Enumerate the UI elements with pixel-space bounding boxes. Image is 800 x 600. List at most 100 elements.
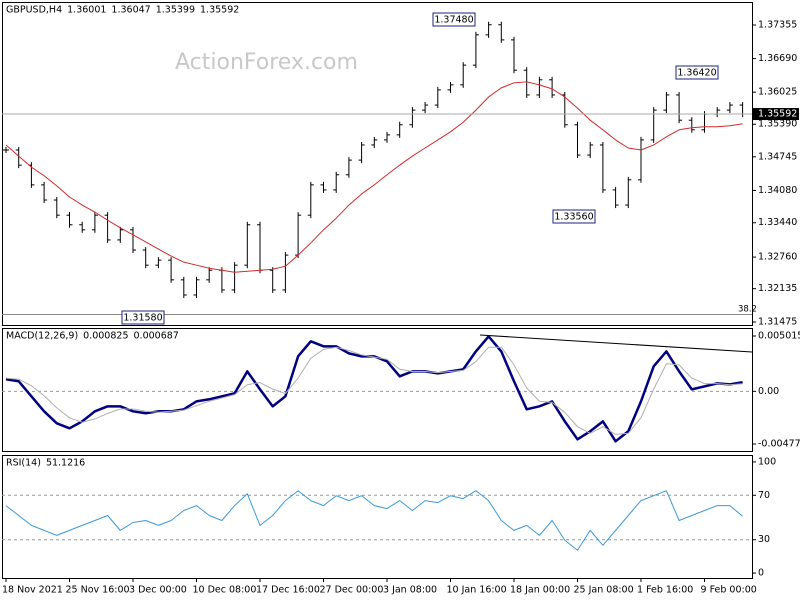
- price-bar: [104, 212, 111, 243]
- price-bar: [676, 91, 683, 124]
- price-bar: [371, 136, 378, 148]
- price-bar: [3, 147, 9, 154]
- price-bar: [409, 107, 416, 128]
- series-line: [5, 81, 743, 273]
- price-bar: [66, 212, 73, 228]
- price-bar: [422, 102, 429, 114]
- price-panel: [2, 2, 753, 326]
- price-bar: [41, 181, 48, 204]
- price-bar: [625, 176, 632, 209]
- price-bar: [472, 31, 479, 69]
- price-bar: [726, 102, 733, 114]
- price-bar: [117, 226, 124, 243]
- panel-title: RSI(14): [6, 458, 41, 469]
- rsi-panel: [2, 455, 753, 579]
- price-bar: [130, 226, 136, 254]
- indicator-value: 0.000825: [83, 331, 128, 342]
- indicator-value: 51.1216: [46, 458, 85, 469]
- y-tick-label: 1.34745: [758, 151, 797, 162]
- price-bar: [307, 181, 314, 219]
- price-annotation-box: [675, 65, 719, 80]
- macd-panel: [2, 328, 753, 452]
- macd-trendline: [479, 334, 753, 353]
- price-bar: [206, 267, 213, 283]
- price-bar: [688, 117, 695, 133]
- price-bar: [345, 157, 352, 178]
- y-tick-label: 0: [758, 568, 764, 579]
- price-bar: [650, 107, 657, 143]
- series-line: [5, 346, 743, 435]
- price-annotation: 1.31580: [123, 313, 162, 324]
- ohlc-value: 1.35399: [156, 5, 195, 16]
- price-bar: [384, 131, 390, 143]
- y-tick-label: 100: [758, 456, 776, 467]
- x-tick-label: 3 Dec 00:00: [129, 585, 187, 596]
- price-bar: [91, 212, 98, 233]
- price-bar: [53, 197, 60, 219]
- price-bar: [536, 76, 543, 98]
- x-tick-label: 9 Feb 00:00: [701, 585, 757, 596]
- price-bar: [485, 21, 492, 38]
- y-tick-label: 1.36025: [758, 87, 797, 98]
- price-bar: [168, 257, 175, 283]
- x-tick-label: 18 Nov 2021: [2, 585, 63, 596]
- x-tick-label: 27 Dec 00:00: [320, 585, 384, 596]
- price-bar: [612, 186, 619, 209]
- fib-label: 38.2: [738, 305, 757, 315]
- price-bar: [244, 221, 251, 269]
- price-bar: [447, 81, 454, 93]
- x-tick-label: 10 Dec 08:00: [193, 585, 257, 596]
- y-tick-label: 1.37355: [758, 19, 797, 30]
- y-tick-label: 0.00: [758, 386, 779, 397]
- price-bar: [282, 252, 289, 293]
- y-tick-label: 1.32135: [758, 283, 797, 294]
- x-tick-label: 18 Jan 00:00: [510, 585, 570, 596]
- panel-title: MACD(12,26,9): [6, 331, 78, 342]
- price-bar: [155, 257, 162, 269]
- price-bar: [142, 247, 149, 269]
- indicator-value: 0.000687: [134, 331, 179, 342]
- price-bar: [587, 141, 594, 159]
- x-tick-label: 3 Jan 08:00: [383, 585, 437, 596]
- price-bar: [320, 181, 327, 193]
- y-tick-label: 1.35390: [758, 119, 797, 130]
- y-tick-label: 1.32760: [758, 252, 797, 263]
- price-bar: [523, 67, 530, 98]
- price-bar: [638, 136, 644, 183]
- y-tick-label: 1.33440: [758, 217, 797, 228]
- current-price-label: 1.35592: [758, 109, 797, 120]
- price-annotation-box: [121, 310, 165, 325]
- price-bar: [231, 262, 238, 293]
- price-bar: [599, 141, 606, 193]
- series-line: [5, 335, 743, 443]
- y-tick-label: 70: [758, 490, 770, 501]
- price-annotation: 1.36420: [677, 68, 716, 79]
- ohlc-value: 1.36001: [67, 5, 106, 16]
- x-tick-label: 10 Jan 16:00: [447, 585, 507, 596]
- price-bar: [79, 221, 86, 233]
- y-tick-label: 1.31475: [758, 317, 797, 328]
- y-tick-label: 1.36690: [758, 53, 797, 64]
- price-annotation: 1.37480: [434, 15, 473, 26]
- y-tick-label: 0.005015: [758, 330, 800, 341]
- price-bar: [193, 276, 200, 298]
- x-tick-label: 25 Nov 16:00: [66, 585, 130, 596]
- price-bar: [333, 171, 340, 193]
- price-bar: [460, 62, 467, 88]
- price-annotation-box: [432, 12, 476, 27]
- y-tick-label: 30: [758, 534, 770, 545]
- watermark: ActionForex.com: [175, 50, 358, 75]
- x-tick-label: 25 Jan 08:00: [574, 585, 634, 596]
- series-line: [5, 490, 743, 551]
- ohlc-value: 1.36047: [111, 5, 150, 16]
- price-bar: [498, 21, 505, 43]
- y-tick-label: -0.004773: [758, 439, 800, 450]
- current-price-box: [753, 108, 799, 121]
- price-bar: [15, 147, 22, 169]
- price-bar: [396, 121, 403, 138]
- ohlc-value: 1.35592: [200, 5, 239, 16]
- price-bar: [574, 121, 581, 159]
- y-tick-label: 1.34080: [758, 185, 797, 196]
